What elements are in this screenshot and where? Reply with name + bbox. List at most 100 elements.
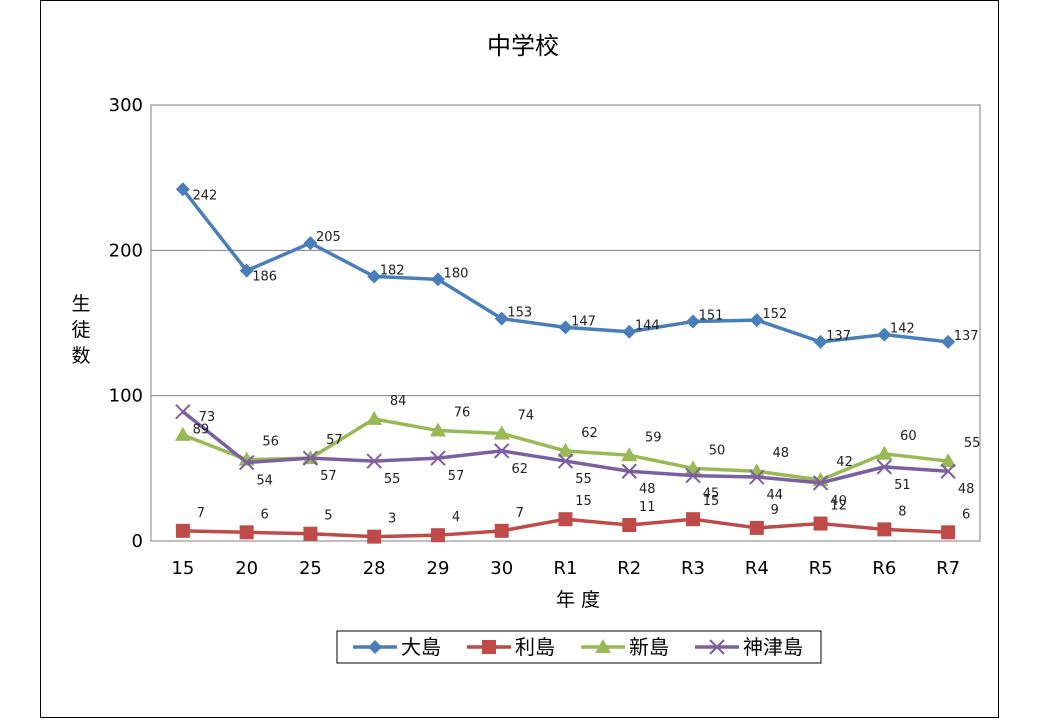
series-3 — [174, 410, 957, 486]
legend-label: 神津島 — [743, 635, 803, 659]
data-label: 15 — [575, 494, 592, 509]
data-point — [940, 453, 957, 468]
data-point — [174, 426, 191, 441]
data-label: 74 — [517, 408, 534, 423]
data-label: 57 — [448, 469, 465, 484]
data-point — [430, 272, 445, 287]
x-tick-label: R7 — [936, 558, 960, 579]
data-label: 73 — [199, 410, 216, 425]
plot-area — [150, 104, 981, 542]
y-axis-label: 生 徒 数 — [71, 293, 90, 367]
y-tick-label: 100 — [109, 386, 143, 407]
data-label: 55 — [964, 436, 981, 451]
data-point — [749, 313, 764, 328]
data-point — [940, 463, 956, 479]
data-point — [366, 453, 382, 469]
legend-marker — [709, 639, 725, 655]
marker-stroke — [557, 453, 574, 469]
y-axis-label-char: 徒 — [71, 319, 90, 341]
data-point — [749, 469, 765, 485]
data-point — [239, 525, 254, 540]
data-label: 137 — [826, 329, 851, 344]
data-label: 15 — [703, 494, 720, 509]
legend-label: 新島 — [629, 635, 669, 659]
data-label: 137 — [954, 329, 979, 344]
data-point — [622, 518, 637, 533]
data-point — [941, 334, 956, 349]
data-point — [239, 263, 254, 278]
marker-stroke — [302, 450, 319, 466]
data-label: 42 — [836, 455, 853, 470]
series-line — [181, 188, 949, 344]
legend-box — [336, 630, 822, 664]
data-label: 180 — [444, 266, 469, 281]
x-tick-label: 15 — [171, 558, 194, 579]
data-label: 182 — [380, 263, 405, 278]
data-point — [493, 425, 510, 440]
x-tick-label: R1 — [554, 558, 578, 579]
legend-item: 新島 — [581, 635, 669, 659]
data-label: 9 — [771, 503, 779, 518]
data-point — [367, 269, 382, 284]
data-label: 186 — [252, 270, 277, 285]
data-label: 56 — [262, 435, 279, 450]
legend-marker — [595, 639, 611, 653]
y-axis-label-char: 数 — [71, 345, 90, 367]
data-point — [494, 523, 509, 538]
data-point — [876, 445, 893, 460]
data-point — [621, 463, 637, 479]
data-label: 44 — [767, 488, 784, 503]
data-label: 48 — [773, 446, 790, 461]
data-label: 45 — [703, 487, 720, 502]
data-point — [813, 334, 828, 349]
data-point — [303, 236, 318, 251]
data-point — [430, 450, 446, 466]
y-tick-label: 0 — [132, 531, 143, 552]
x-tick-label: 29 — [427, 558, 450, 579]
x-tick-label: 28 — [363, 558, 386, 579]
y-tick-label: 200 — [109, 240, 143, 261]
data-label: 6 — [261, 507, 269, 522]
data-point — [622, 324, 637, 339]
legend-marker — [368, 640, 382, 654]
data-point — [302, 450, 319, 466]
marker-stroke — [749, 469, 765, 485]
data-point — [429, 422, 446, 437]
marker-stroke — [430, 450, 446, 466]
x-tick-label: R6 — [872, 558, 896, 579]
data-label: 8 — [898, 504, 906, 519]
x-tick-label: 20 — [235, 558, 258, 579]
data-label: 142 — [890, 322, 915, 337]
data-point — [557, 442, 574, 457]
series-lines — [174, 182, 957, 544]
data-label: 57 — [320, 469, 337, 484]
data-label: 84 — [390, 394, 407, 409]
marker-stroke — [366, 453, 382, 469]
legend-label: 利島 — [515, 635, 555, 659]
data-point — [686, 314, 701, 329]
data-point — [175, 182, 190, 197]
data-label: 7 — [516, 506, 524, 521]
marker-stroke — [175, 403, 191, 420]
data-label: 144 — [635, 319, 660, 334]
data-label: 62 — [581, 426, 598, 441]
data-label: 76 — [454, 406, 471, 421]
data-label: 205 — [316, 230, 341, 245]
data-label: 147 — [571, 314, 596, 329]
data-point — [621, 447, 638, 462]
data-label: 151 — [699, 309, 724, 324]
data-point — [558, 512, 573, 527]
y-axis-ticks: 0 100 200 300 — [109, 95, 143, 552]
data-label: 5 — [324, 509, 332, 524]
line-chart: 中学校 0 100 200 300 15 20 25 28 29 30 R1 R2 R3 R4 R5 R6 R… — [71, 32, 981, 664]
marker-stroke — [621, 463, 637, 479]
x-tick-label: 30 — [490, 558, 513, 579]
data-point — [941, 525, 956, 540]
data-label: 48 — [639, 482, 656, 497]
data-label: 48 — [958, 482, 975, 497]
gridlines — [151, 249, 980, 397]
data-point — [685, 467, 701, 484]
legend-item: 大島 — [353, 635, 441, 659]
data-label: 62 — [511, 462, 528, 477]
x-tick-label: R4 — [745, 558, 769, 579]
